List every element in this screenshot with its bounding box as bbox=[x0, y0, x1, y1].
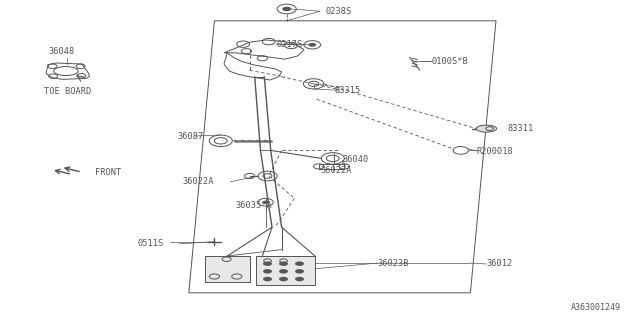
Text: 0511S: 0511S bbox=[138, 239, 164, 248]
Bar bbox=[319, 164, 344, 169]
Text: A363001249: A363001249 bbox=[571, 303, 621, 312]
Text: 36087: 36087 bbox=[178, 132, 204, 141]
Text: R200018: R200018 bbox=[477, 147, 513, 156]
Circle shape bbox=[263, 269, 272, 274]
Text: 36035*A: 36035*A bbox=[236, 201, 272, 210]
Text: 36012: 36012 bbox=[486, 260, 513, 268]
Circle shape bbox=[295, 277, 304, 281]
Circle shape bbox=[295, 269, 304, 274]
Ellipse shape bbox=[476, 125, 497, 132]
Text: 83311: 83311 bbox=[508, 124, 534, 133]
Text: 36048: 36048 bbox=[48, 47, 74, 56]
Bar bbox=[256, 256, 315, 285]
Circle shape bbox=[308, 43, 316, 47]
Circle shape bbox=[262, 201, 269, 204]
Circle shape bbox=[279, 277, 288, 281]
Circle shape bbox=[263, 277, 272, 281]
Text: 0217S: 0217S bbox=[276, 40, 303, 49]
Text: 0100S*B: 0100S*B bbox=[432, 57, 468, 66]
Text: 36023B: 36023B bbox=[378, 259, 409, 268]
Circle shape bbox=[263, 261, 272, 266]
Text: 83315: 83315 bbox=[334, 86, 360, 95]
Text: 36040: 36040 bbox=[342, 155, 369, 164]
Circle shape bbox=[295, 261, 304, 266]
Bar bbox=[205, 256, 250, 282]
Circle shape bbox=[282, 7, 291, 11]
Text: 36022A: 36022A bbox=[182, 177, 214, 186]
Text: 0238S: 0238S bbox=[325, 7, 351, 16]
Circle shape bbox=[279, 261, 288, 266]
Text: 36022A: 36022A bbox=[320, 166, 351, 175]
Text: TOE BOARD: TOE BOARD bbox=[44, 87, 91, 96]
Text: FRONT: FRONT bbox=[95, 168, 121, 177]
Circle shape bbox=[279, 269, 288, 274]
